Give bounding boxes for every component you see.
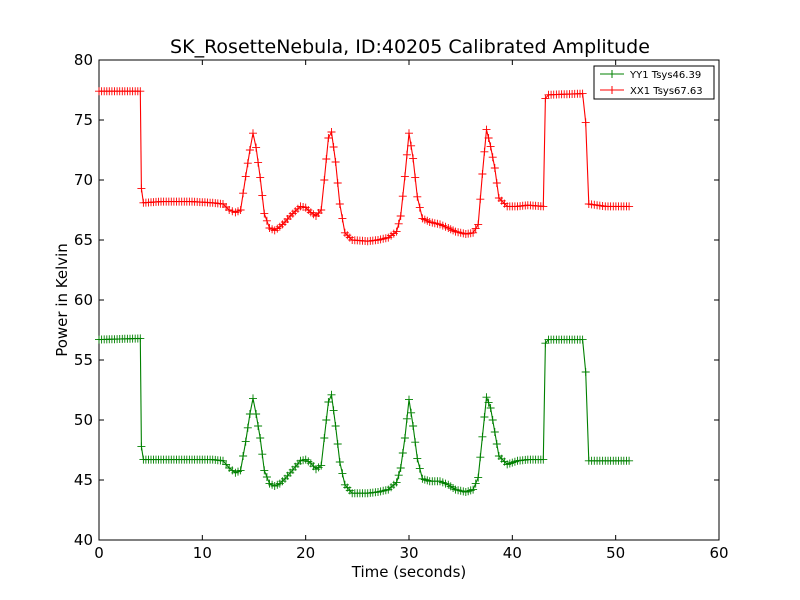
x-tick-label: 20 (296, 544, 315, 562)
y-tick-label: 55 (74, 351, 93, 369)
chart-title: SK_RosetteNebula, ID:40205 Calibrated Am… (170, 36, 650, 58)
legend: YY1 Tsys46.39 XX1 Tsys67.63 (593, 65, 715, 100)
legend-marker-xx1 (608, 86, 616, 94)
x-tick-label: 60 (709, 544, 728, 562)
y-tick-label: 80 (74, 51, 93, 69)
series-markers (95, 87, 634, 246)
x-tick-label: 10 (193, 544, 212, 562)
x-tick-label: 40 (503, 544, 522, 562)
x-tick-label: 0 (94, 544, 104, 562)
series-xx1 (95, 87, 634, 246)
series-line (98, 337, 630, 494)
series-line (99, 90, 630, 242)
x-axis-label: Time (seconds) (351, 563, 467, 581)
x-tick-label: 30 (399, 544, 418, 562)
y-axis-label: Power in Kelvin (53, 243, 71, 357)
y-tick-label: 50 (74, 411, 93, 429)
y-tick-label: 65 (74, 231, 93, 249)
y-tick-label: 70 (74, 171, 93, 189)
series-markers (95, 334, 634, 498)
legend-label-xx1: XX1 Tsys67.63 (630, 86, 703, 97)
y-tick-label: 75 (74, 111, 93, 129)
series-yy1 (95, 334, 634, 498)
x-tick-label: 50 (606, 544, 625, 562)
legend-label-yy1: YY1 Tsys46.39 (629, 70, 701, 81)
y-tick-label: 45 (74, 471, 93, 489)
series-layer (95, 87, 634, 498)
tick-layer: 0 10 20 30 40 50 60 40 45 50 55 60 65 70 75 80 (74, 51, 729, 562)
legend-marker-yy1 (608, 70, 616, 78)
legend-box (593, 65, 715, 100)
y-tick-label: 40 (74, 531, 93, 549)
y-tick-label: 60 (74, 291, 93, 309)
